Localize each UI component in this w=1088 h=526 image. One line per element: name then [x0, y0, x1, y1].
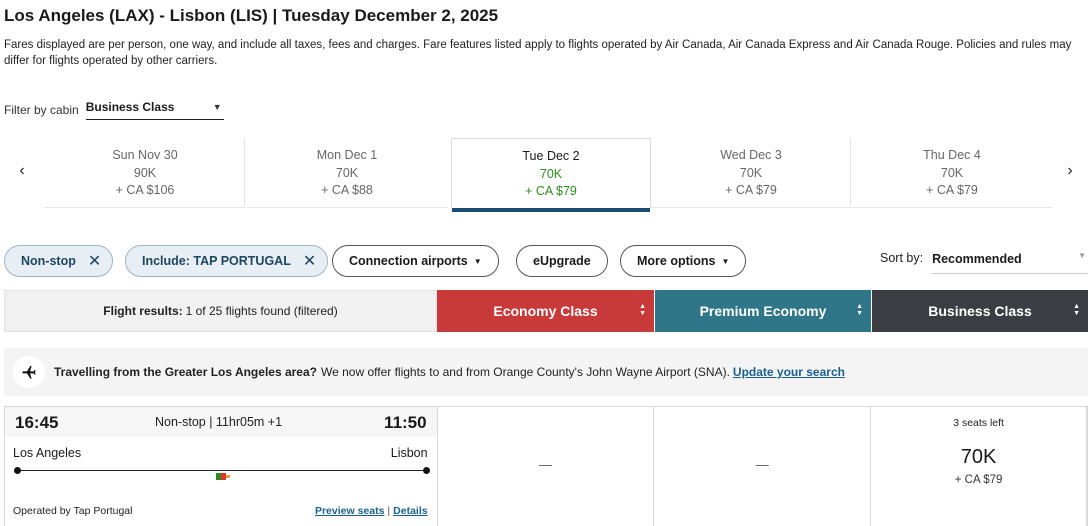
details-link[interactable]: Details	[393, 505, 428, 517]
seats-left: 3 seats left	[953, 417, 1004, 429]
cabin-select-value: Business Class	[85, 100, 175, 114]
flight-info: 16:45 Non-stop | 11hr05m +1 11:50 Los An…	[5, 407, 438, 526]
sna-notice: Travelling from the Greater Los Angeles …	[4, 348, 1088, 396]
filter-chip-non-stop[interactable]: Non-stop ✕	[4, 245, 114, 277]
chevron-left-icon[interactable]: ‹	[19, 162, 25, 179]
date-day: Mon Dec 1	[316, 148, 378, 162]
airplane-icon	[13, 356, 45, 388]
connection-airports-button[interactable]: Connection airports ▼	[332, 245, 499, 277]
date-strip: ‹ Sun Nov 30 90K + CA $106 Mon Dec 1 70K…	[0, 138, 1088, 212]
date-points: 70K	[539, 166, 563, 181]
economy-fare-cell: —	[438, 407, 655, 526]
date-option-mon-dec-1[interactable]: Mon Dec 1 70K + CA $88	[247, 138, 447, 208]
sort-control: Sort by: Recommended ▼	[880, 251, 1088, 274]
filter-chips: Non-stop ✕ Include: TAP PORTUGAL ✕ Conne…	[4, 245, 764, 277]
date-option-wed-dec-3[interactable]: Wed Dec 3 70K + CA $79	[651, 138, 851, 208]
sort-arrows-icon: ▲ ▼	[1073, 303, 1080, 317]
chevron-right-icon[interactable]: ›	[1067, 162, 1073, 179]
notice-heading: Travelling from the Greater Los Angeles …	[54, 365, 317, 379]
results-count: Flight results: 1 of 25 flights found (f…	[4, 290, 437, 332]
date-points: 90K	[133, 165, 157, 180]
cabin-column-premium-economy[interactable]: Premium Economy ▲ ▼	[655, 290, 871, 332]
destination-dot-icon	[422, 467, 430, 474]
close-icon[interactable]: ✕	[87, 253, 102, 270]
cabin-filter: Filter by cabin Business Class ▼	[4, 100, 224, 120]
flight-row: 16:45 Non-stop | 11hr05m +1 11:50 Los An…	[4, 406, 1088, 526]
cabin-select[interactable]: Business Class ▼	[85, 100, 224, 120]
caret-down-icon: ▼	[212, 102, 222, 112]
route-line	[14, 467, 430, 480]
results-header: Flight results: 1 of 25 flights found (f…	[4, 290, 1088, 332]
tap-portugal-logo-icon	[216, 467, 230, 485]
date-points: 70K	[940, 165, 964, 180]
cabin-column-economy[interactable]: Economy Class ▲ ▼	[437, 290, 654, 332]
flight-duration: Non-stop | 11hr05m +1	[155, 415, 283, 429]
business-fare-cell[interactable]: 3 seats left 70K + CA $79	[871, 407, 1087, 526]
origin-dot-icon	[14, 467, 21, 474]
date-day: Thu Dec 4	[923, 148, 981, 162]
date-points: 70K	[739, 165, 763, 180]
fare-points: 70K	[960, 446, 997, 468]
sort-arrows-icon: ▲ ▼	[856, 303, 863, 317]
caret-down-icon: ▼	[721, 256, 730, 266]
update-search-link[interactable]: Update your search	[732, 365, 845, 379]
eupgrade-button[interactable]: eUpgrade	[516, 245, 608, 277]
sort-arrows-icon: ▲ ▼	[639, 303, 646, 317]
filter-chip-label: Include: TAP PORTUGAL	[142, 254, 291, 268]
caret-down-icon: ▼	[1078, 251, 1086, 260]
date-points: 70K	[335, 165, 359, 180]
date-cash: + CA $79	[525, 184, 577, 198]
arrival-time: 11:50	[384, 413, 427, 432]
sort-label: Sort by:	[880, 251, 924, 265]
date-cash: + CA $79	[926, 183, 978, 197]
date-day: Sun Nov 30	[112, 148, 178, 162]
more-options-button[interactable]: More options ▼	[620, 245, 747, 277]
date-cash: + CA $106	[115, 183, 175, 197]
cabin-column-business[interactable]: Business Class ▲ ▼	[872, 290, 1088, 332]
origin-city: Los Angeles	[13, 446, 82, 460]
notice-text: We now offer flights to and from Orange …	[320, 365, 730, 379]
date-option-sun-nov-30[interactable]: Sun Nov 30 90K + CA $106	[45, 138, 245, 208]
page-title: Los Angeles (LAX) - Lisbon (LIS) | Tuesd…	[4, 6, 499, 25]
premium-fare-cell: —	[654, 407, 872, 526]
fare-unavailable: —	[755, 457, 769, 472]
date-option-thu-dec-4[interactable]: Thu Dec 4 70K + CA $79	[852, 138, 1052, 208]
cabin-filter-label: Filter by cabin	[4, 103, 79, 117]
date-cash: + CA $79	[725, 183, 777, 197]
date-day: Tue Dec 2	[522, 149, 580, 163]
departure-time: 16:45	[15, 413, 59, 432]
fare-unavailable: —	[538, 457, 552, 472]
close-icon[interactable]: ✕	[302, 253, 317, 270]
fare-disclaimer: Fares displayed are per person, one way,…	[4, 39, 1072, 67]
operated-by: Operated by Tap Portugal	[13, 505, 133, 517]
sort-value: Recommended	[932, 252, 1022, 266]
date-option-tue-dec-2[interactable]: Tue Dec 2 70K + CA $79	[451, 138, 651, 212]
date-day: Wed Dec 3	[720, 148, 782, 162]
caret-down-icon: ▼	[473, 256, 482, 266]
preview-seats-link[interactable]: Preview seats	[314, 505, 385, 517]
date-cash: + CA $88	[321, 183, 373, 197]
destination-city: Lisbon	[390, 446, 428, 460]
fare-cash: + CA $79	[954, 474, 1003, 486]
filter-chip-tap-portugal[interactable]: Include: TAP PORTUGAL ✕	[125, 245, 329, 277]
sort-select[interactable]: Recommended ▼	[932, 251, 1088, 274]
filter-chip-label: Non-stop	[21, 254, 76, 268]
